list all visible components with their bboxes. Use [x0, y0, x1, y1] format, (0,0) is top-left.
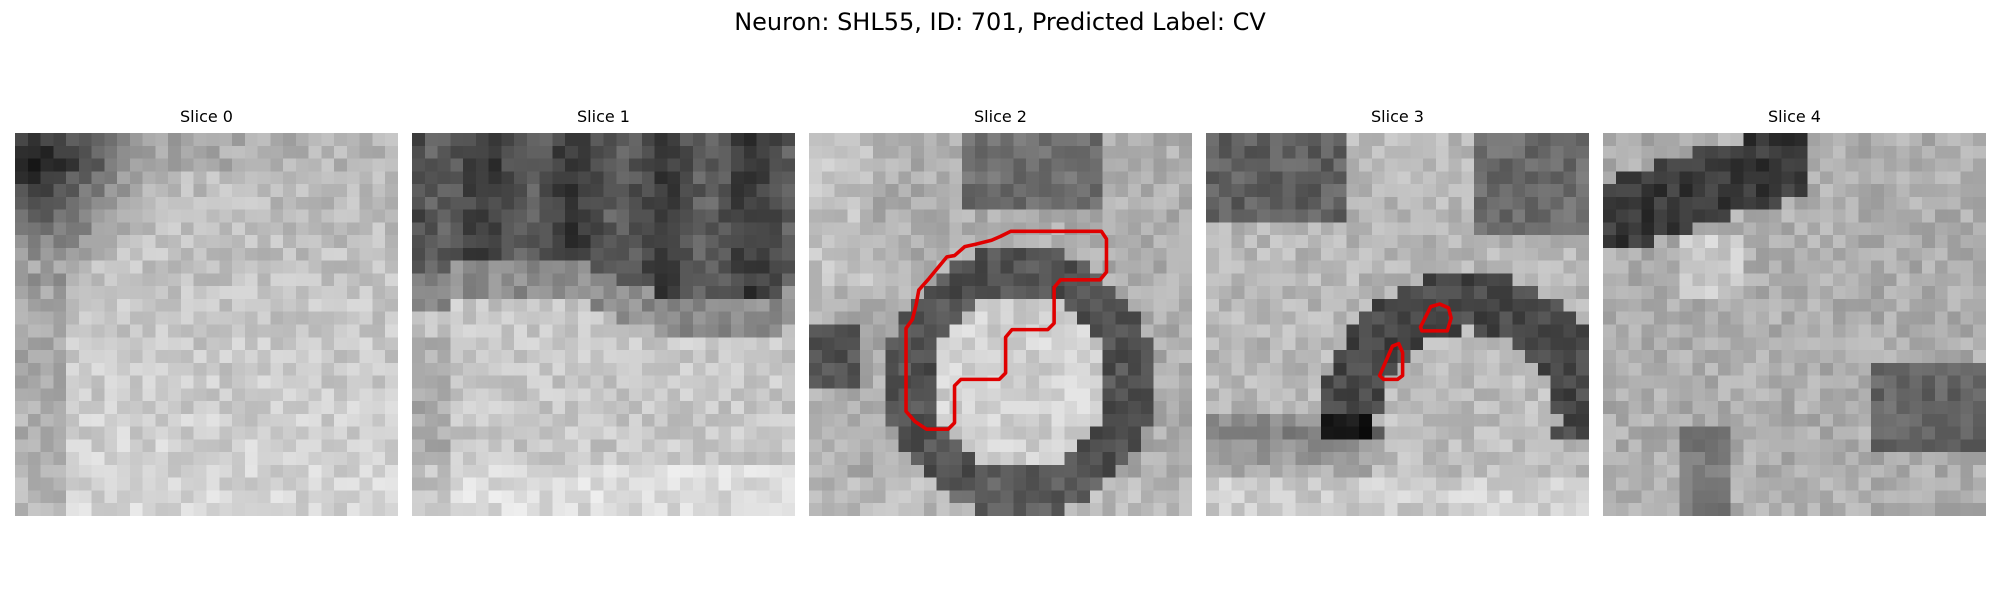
contour-slice-3-a [1418, 302, 1453, 333]
slice-title: Slice 1 [577, 107, 630, 126]
panel-slice-0: Slice 0 [15, 106, 398, 516]
slice-title: Slice 2 [974, 107, 1027, 126]
panel-slice-4: Slice 4 [1603, 106, 1986, 516]
slice-title: Slice 3 [1371, 107, 1424, 126]
slice-image [1603, 133, 1986, 516]
figure-title: Neuron: SHL55, ID: 701, Predicted Label:… [734, 8, 1266, 36]
slice-image [1206, 133, 1589, 516]
panel-slice-2: Slice 2 [809, 106, 1192, 516]
slice-title: Slice 0 [180, 107, 233, 126]
slice-image [809, 133, 1192, 516]
slice-image [412, 133, 795, 516]
contour-slice-2 [904, 229, 1109, 431]
panel-slice-3: Slice 3 [1206, 106, 1589, 516]
slice-image [15, 133, 398, 516]
slice-title: Slice 4 [1768, 107, 1821, 126]
panel-slice-1: Slice 1 [412, 106, 795, 516]
contour-slice-3-b [1377, 341, 1405, 382]
